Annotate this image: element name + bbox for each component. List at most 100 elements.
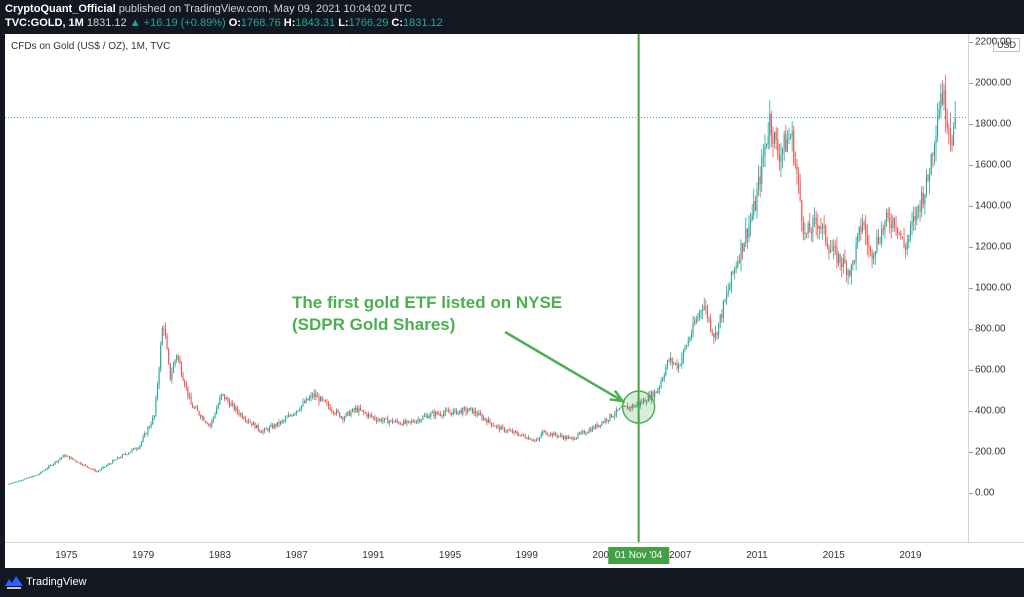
candle-body	[634, 405, 637, 408]
candle-body	[778, 155, 780, 163]
candle-body	[305, 398, 307, 403]
candle-body	[91, 468, 93, 470]
price-axis[interactable]: USD 2200.00 2000.00 1800.00 1600.00 1400.00 1…	[968, 34, 1024, 542]
candle-body	[107, 464, 109, 466]
candle-body	[770, 113, 772, 135]
candle-body	[24, 478, 26, 480]
candle-body	[930, 154, 932, 176]
candle-body	[361, 410, 363, 412]
candle-body	[382, 420, 384, 422]
candle-body	[550, 433, 552, 436]
candle-body	[57, 459, 59, 463]
candle-body	[443, 413, 445, 416]
candle-body	[121, 454, 123, 458]
candle-body	[775, 131, 777, 140]
candle-body	[137, 448, 139, 450]
candle-body	[78, 462, 80, 464]
candle-body	[56, 461, 58, 463]
currency-label[interactable]: USD	[992, 38, 1020, 52]
candle-body	[363, 410, 365, 413]
candle-body	[335, 410, 338, 414]
candle-body	[168, 349, 170, 364]
candle-body	[869, 247, 872, 252]
candle-body	[796, 164, 798, 174]
candle-body	[422, 416, 424, 420]
annotation-arrowhead	[609, 389, 626, 403]
publisher-name[interactable]: CryptoQuant_Official	[5, 3, 116, 15]
candle-body	[105, 465, 107, 467]
high-label: H:	[283, 17, 296, 29]
candle-body	[855, 243, 857, 262]
candle-body	[762, 155, 764, 158]
price-tick-mark	[969, 124, 973, 126]
candle-body	[868, 244, 870, 248]
candle-body	[813, 218, 816, 220]
candle-body	[260, 431, 262, 433]
candle-body	[702, 309, 704, 312]
candle-body	[925, 175, 927, 195]
candle-body	[304, 402, 306, 404]
candle-body	[654, 391, 656, 398]
candle-body	[212, 417, 215, 421]
candle-body	[415, 420, 418, 423]
tradingview-brand[interactable]: TradingView	[26, 576, 87, 588]
candle-body	[578, 433, 581, 435]
candle-body	[163, 328, 165, 330]
candle-body	[785, 134, 787, 152]
candle-body	[620, 407, 622, 409]
tradingview-logo-icon[interactable]	[5, 575, 23, 589]
candle-body	[727, 290, 729, 294]
candle-body	[598, 424, 600, 428]
price-chart[interactable]	[5, 34, 968, 542]
candle-body	[748, 224, 750, 238]
candle-body	[652, 391, 654, 398]
candle-body	[821, 224, 824, 229]
candle-body	[810, 232, 812, 234]
candle-body	[61, 457, 63, 459]
time-axis[interactable]: 2019 2015 2011 2007 2003 1999 1995 1991 1987 1983…	[5, 542, 1024, 568]
candle-body	[46, 468, 48, 470]
candle-body	[892, 217, 894, 228]
candle-body	[463, 408, 465, 410]
candle-body	[59, 458, 61, 460]
candle-body	[383, 418, 386, 421]
candle-body	[743, 243, 745, 252]
candle-body	[703, 306, 705, 310]
candle-body	[460, 410, 462, 414]
candle-body	[782, 148, 784, 155]
time-tick-label: 1979	[131, 550, 155, 561]
candle-body	[145, 433, 147, 435]
candle-body	[390, 419, 392, 422]
candle-body	[809, 223, 811, 233]
candle-body	[355, 407, 357, 411]
candle-body	[566, 436, 568, 439]
candle-body	[257, 424, 259, 430]
price-tick-label: 1200.00	[975, 241, 1012, 253]
candle-body	[812, 218, 814, 234]
candle-body	[104, 466, 106, 468]
candle-body	[630, 406, 632, 409]
low-label: L:	[338, 17, 349, 29]
candle-body	[909, 225, 912, 236]
candle-body	[802, 220, 804, 234]
candle-body	[217, 404, 219, 409]
candle-body	[184, 380, 186, 386]
candle-body	[815, 218, 817, 225]
candle-body	[447, 410, 450, 413]
chart-pane[interactable]: CFDs on Gold (US$ / OZ), 1M, TVC The fir…	[5, 34, 968, 542]
candle-body	[526, 437, 528, 440]
candle-body	[954, 117, 956, 129]
candle-body	[132, 448, 135, 450]
candle-body	[521, 434, 523, 436]
candle-body	[350, 411, 352, 416]
candle-body	[742, 243, 744, 252]
candle-body	[153, 415, 155, 418]
candle-body	[633, 405, 635, 408]
candle-body	[224, 394, 226, 400]
candle-body	[379, 419, 381, 421]
annotation-text: The first gold ETF listed on NYSE (SDPR …	[292, 292, 562, 336]
symbol-label[interactable]: TVC:GOLD, 1M	[5, 17, 84, 29]
candle-body	[252, 422, 254, 426]
candle-body	[751, 214, 753, 220]
price-tick-label: 400.00	[975, 405, 1006, 417]
